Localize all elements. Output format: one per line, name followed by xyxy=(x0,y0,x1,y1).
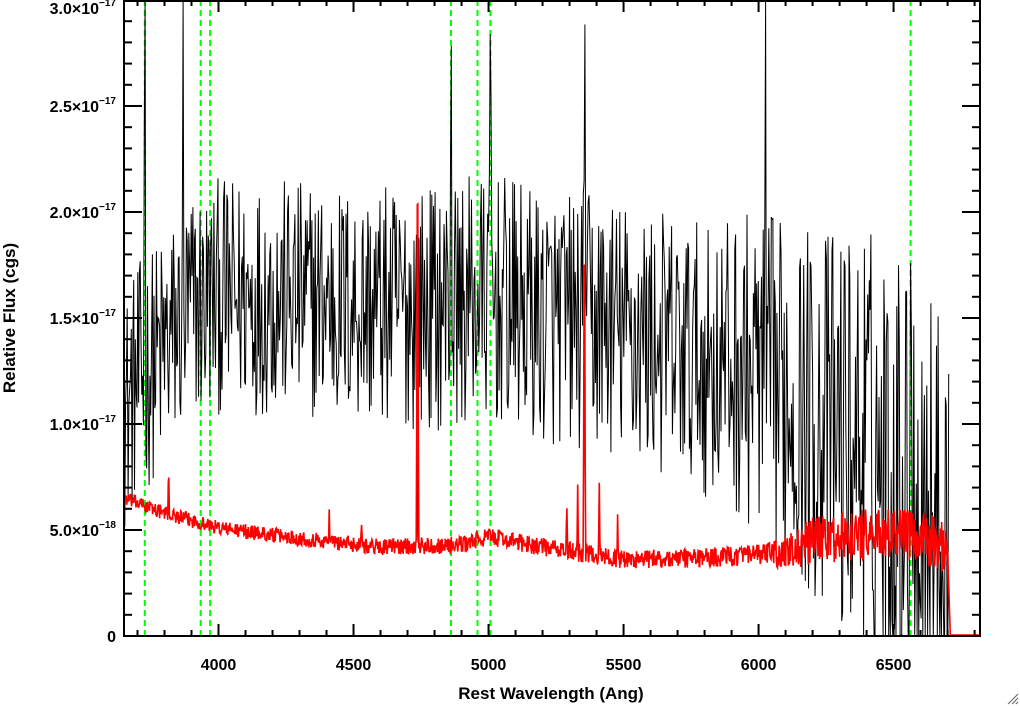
x-tick-label: 5000 xyxy=(471,657,507,674)
y-tick-label: 2.0×10−17 xyxy=(50,202,117,222)
x-tick-label: 4500 xyxy=(336,657,372,674)
resize-grip-icon[interactable] xyxy=(1007,693,1019,705)
y-axis-label: Relative Flux (cgs) xyxy=(0,243,19,393)
series-layer xyxy=(123,0,980,636)
y-tick-label: 1.0×10−17 xyxy=(50,414,117,434)
x-tick-label: 6000 xyxy=(741,657,777,674)
y-tick-label: 0 xyxy=(107,629,116,646)
x-tick-label: 4000 xyxy=(201,657,237,674)
y-tick-label: 1.5×10−17 xyxy=(50,308,117,328)
x-axis-label: Rest Wavelength (Ang) xyxy=(458,684,643,703)
y-tick-label: 5.0×10−18 xyxy=(50,520,117,540)
observed-spectrum-line xyxy=(123,0,950,636)
y-tick-label: 2.5×10−17 xyxy=(50,96,117,116)
x-tick-label: 6500 xyxy=(876,657,912,674)
x-tick-label: 5500 xyxy=(606,657,642,674)
y-tick-label: 3.0×10−17 xyxy=(50,0,117,18)
error-spectrum-line xyxy=(123,202,980,636)
axis-ticks: 4000 4500 5000 5500 6000 6500 0 5.0×10−18 1.0×10… xyxy=(50,0,980,674)
